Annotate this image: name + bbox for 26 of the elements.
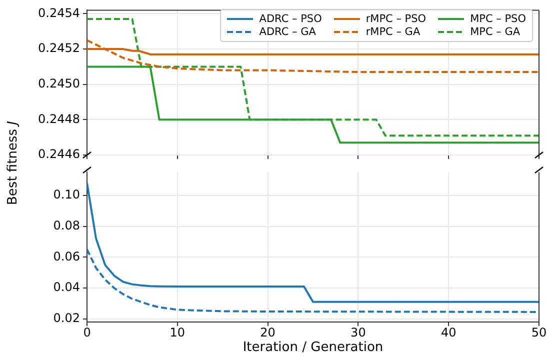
y-tick-label: 0.08: [53, 218, 80, 232]
legend-label: MPC – PSO: [470, 13, 526, 25]
legend-label: rMPC – PSO: [366, 13, 426, 25]
y-tick-label: 0.2446: [38, 147, 80, 162]
x-tick-label: 40: [440, 325, 456, 340]
y-tick-label: 0.2452: [38, 41, 80, 56]
legend-label: MPC – GA: [470, 26, 520, 38]
x-tick-label: 30: [350, 325, 366, 340]
y-tick-label: 0.2454: [38, 6, 80, 20]
y-tick-label: 0.06: [53, 249, 80, 264]
legend-label: rMPC – GA: [366, 26, 420, 38]
text: ADRC – GA: [259, 26, 316, 38]
line-series: [87, 39, 539, 74]
x-tick-label: 20: [260, 325, 276, 340]
y-axis-title: Best fitness J: [6, 121, 20, 205]
x-axis-title: Iteration / Generation: [242, 340, 384, 355]
x-tick-label: 50: [531, 325, 547, 340]
x-tick-label: 0: [83, 325, 91, 340]
x-tick-label: 10: [170, 325, 186, 340]
y-tick-label: 0.2450: [38, 76, 80, 90]
text: ADRC – PSO: [259, 13, 322, 25]
y-tick-label: 0.02: [53, 311, 80, 326]
y-tick-label: 0.10: [53, 187, 80, 202]
line-series: [87, 248, 539, 313]
y-tick-label: 0.2448: [38, 112, 80, 126]
y-tick-label: 0.04: [53, 280, 80, 294]
